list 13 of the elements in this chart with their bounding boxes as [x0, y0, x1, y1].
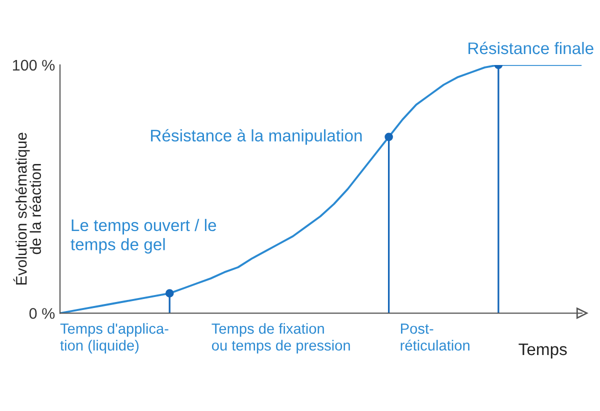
- annotation: Résistance à la manipulation: [151, 129, 362, 145]
- x-axis-title: Temps: [518, 344, 567, 359]
- text: Post- réticulation: [400, 324, 470, 351]
- y-axis-title: Évolution schématique de la réaction: [13, 132, 41, 285]
- text: Résistance finale: [468, 42, 594, 54]
- text: Temps de fixation ou temps de pression: [212, 323, 350, 354]
- y-tick-label: 100 %: [12, 60, 55, 71]
- point: [384, 132, 393, 142]
- line-series: [60, 64, 582, 314]
- point: [165, 289, 174, 298]
- y-tick-label: 0 %: [29, 308, 55, 319]
- annotation: Le temps ouvert / le temps de gel: [70, 218, 216, 254]
- text: Temps d'applica- tion (liquide): [60, 323, 168, 354]
